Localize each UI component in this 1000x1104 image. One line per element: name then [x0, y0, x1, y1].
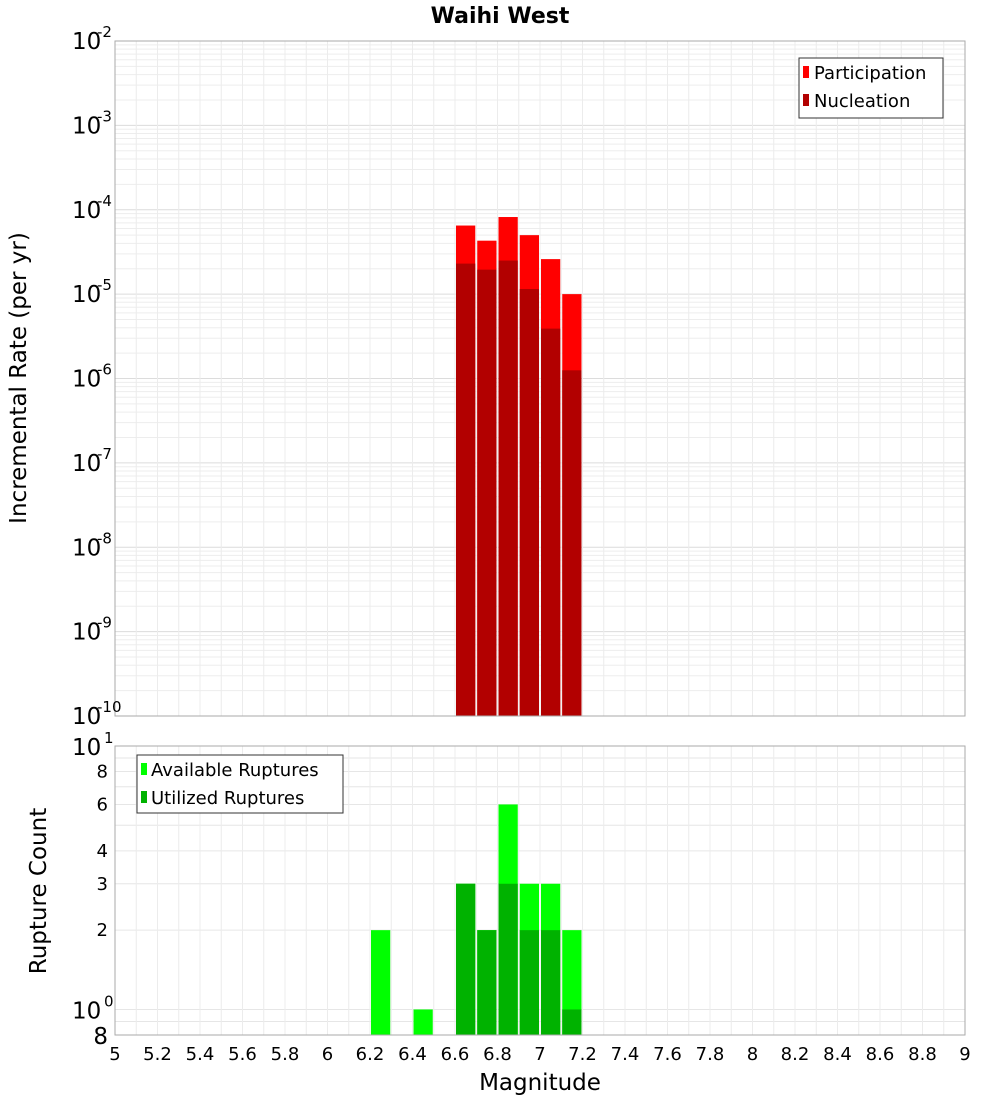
x-tick-label: 5.2	[143, 1044, 172, 1065]
top-y-tick-exponent: -8	[97, 529, 112, 547]
bottom-legend-box	[136, 754, 344, 814]
bottom-y-axis-title: Rupture Count	[26, 808, 52, 974]
top-y-tick-label: 10	[72, 620, 101, 646]
x-tick-label: 7	[534, 1044, 545, 1065]
x-tick-label: 7.4	[611, 1044, 640, 1065]
legend-label: Nucleation	[814, 91, 910, 112]
top-y-tick-exponent: -10	[97, 698, 122, 716]
legend-label: Participation	[814, 63, 926, 84]
x-tick-label: 6	[322, 1044, 333, 1065]
top-y-axis-title: Incremental Rate (per yr)	[6, 232, 32, 524]
x-tick-label: 5	[109, 1044, 120, 1065]
x-tick-label: 6.6	[441, 1044, 470, 1065]
bottom-y-tick-label: 10	[72, 998, 101, 1024]
top-y-tick-exponent: -9	[97, 614, 112, 632]
x-tick-label: 7.6	[653, 1044, 682, 1065]
top-y-tick-label: 10	[72, 451, 101, 477]
bottom-y-tick-label: 3	[97, 874, 108, 895]
x-tick-label: 8.8	[908, 1044, 937, 1065]
top-y-tick-label: 10	[72, 198, 101, 224]
legend-swatch	[803, 94, 809, 106]
top-y-tick-label: 10	[72, 704, 101, 730]
legend-swatch	[141, 791, 147, 803]
nucleation-bar	[477, 269, 497, 716]
top-plot-border	[114, 40, 966, 717]
top-y-tick-label: 10	[72, 535, 101, 561]
legend-label: Available Ruptures	[151, 760, 319, 781]
utilized-ruptures-bar	[498, 883, 518, 1035]
x-tick-label: 8.4	[823, 1044, 852, 1065]
utilized-ruptures-bar	[541, 930, 561, 1035]
nucleation-bar	[541, 328, 561, 716]
nucleation-bar	[498, 260, 518, 716]
nucleation-bar	[562, 370, 582, 716]
x-tick-label: 5.4	[186, 1044, 215, 1065]
x-tick-label: 7.8	[696, 1044, 725, 1065]
top-y-tick-exponent: -2	[97, 23, 112, 41]
bottom-y-tick-label: 10	[72, 735, 101, 761]
utilized-ruptures-bar	[562, 1009, 582, 1035]
utilized-ruptures-bar	[456, 883, 476, 1035]
top-y-tick-label: 10	[72, 29, 101, 55]
x-tick-label: 6.4	[398, 1044, 427, 1065]
top-legend-box	[798, 57, 944, 119]
nucleation-bar	[456, 263, 476, 716]
top-y-tick-exponent: -4	[97, 192, 112, 210]
bottom-y-tick-exponent: 0	[104, 992, 114, 1010]
top-y-tick-exponent: -6	[97, 361, 112, 379]
bottom-plot-border	[114, 745, 966, 1036]
x-tick-label: 7.2	[568, 1044, 597, 1065]
x-axis-title: Magnitude	[479, 1070, 601, 1096]
top-y-tick-exponent: -7	[97, 445, 112, 463]
legend-label: Utilized Ruptures	[151, 788, 304, 809]
available-ruptures-bar	[413, 1009, 433, 1035]
x-tick-label: 5.8	[271, 1044, 300, 1065]
x-tick-label: 8.6	[866, 1044, 895, 1065]
bottom-y-tick-label: 8	[97, 762, 108, 783]
x-tick-label: 6.8	[483, 1044, 512, 1065]
x-tick-label: 5.6	[228, 1044, 257, 1065]
legend-swatch	[141, 763, 147, 775]
bottom-y-tick-label: 8	[93, 1024, 108, 1050]
top-y-tick-exponent: -3	[97, 107, 112, 125]
utilized-ruptures-bar	[477, 930, 497, 1035]
bottom-y-tick-exponent: 1	[104, 729, 114, 747]
top-y-tick-label: 10	[72, 282, 101, 308]
top-y-tick-label: 10	[72, 113, 101, 139]
bottom-y-tick-label: 6	[97, 794, 108, 815]
x-tick-label: 9	[959, 1044, 970, 1065]
available-ruptures-bar	[562, 930, 582, 1035]
legend-swatch	[803, 66, 809, 78]
x-tick-label: 8.2	[781, 1044, 810, 1065]
available-ruptures-bar	[371, 930, 391, 1035]
top-legend: Participation Nucleation	[798, 57, 944, 119]
top-y-tick-exponent: -5	[97, 276, 112, 294]
nucleation-bar	[519, 289, 539, 716]
utilized-ruptures-bar	[519, 930, 539, 1035]
x-tick-label: 6.2	[356, 1044, 385, 1065]
x-tick-label: 8	[747, 1044, 758, 1065]
bottom-y-tick-label: 2	[97, 920, 108, 941]
top-y-tick-label: 10	[72, 367, 101, 393]
chart-title: Waihi West	[431, 4, 570, 29]
bottom-legend: Available Ruptures Utilized Ruptures	[136, 754, 344, 814]
bottom-y-tick-label: 4	[97, 841, 108, 862]
